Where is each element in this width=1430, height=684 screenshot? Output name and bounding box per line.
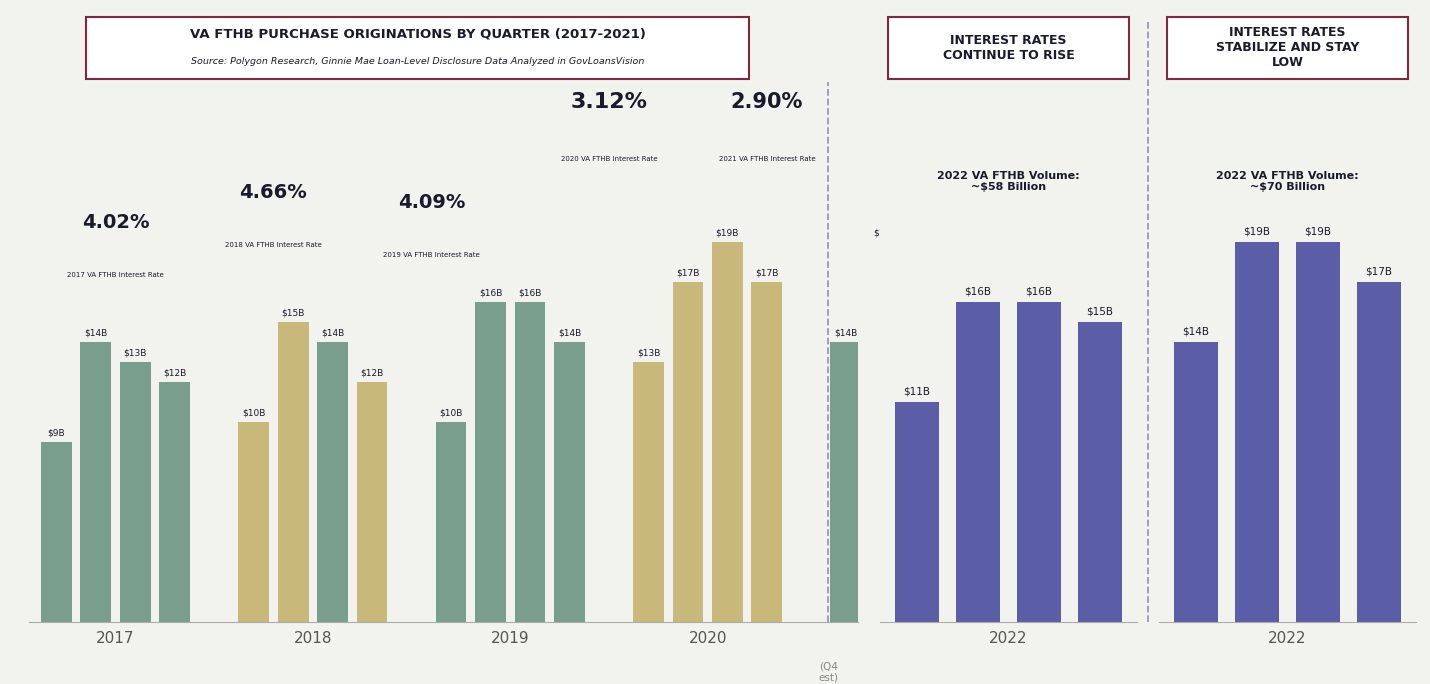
Bar bbox=[436, 422, 466, 622]
Text: $17B: $17B bbox=[676, 268, 699, 277]
Bar bbox=[672, 282, 704, 622]
Text: $12B: $12B bbox=[163, 368, 186, 378]
Text: 2018 VA FTHB Interest Rate: 2018 VA FTHB Interest Rate bbox=[225, 242, 322, 248]
Bar bbox=[712, 242, 742, 622]
Text: $15B: $15B bbox=[282, 308, 305, 317]
Text: 2022 VA FTHB Volume:
~$70 Billion: 2022 VA FTHB Volume: ~$70 Billion bbox=[1216, 170, 1358, 192]
Bar bbox=[356, 382, 388, 622]
Text: $16B: $16B bbox=[1025, 286, 1052, 296]
Bar bbox=[80, 342, 112, 622]
Text: (Q4
est): (Q4 est) bbox=[818, 661, 838, 683]
Bar bbox=[1017, 302, 1061, 622]
Text: $14B: $14B bbox=[1183, 326, 1210, 337]
Text: $18B: $18B bbox=[952, 248, 977, 257]
Bar bbox=[950, 262, 980, 622]
Bar bbox=[1357, 282, 1401, 622]
Text: $15B: $15B bbox=[1087, 306, 1114, 316]
Text: $9B: $9B bbox=[47, 428, 64, 437]
Bar bbox=[41, 443, 72, 622]
Text: $17B: $17B bbox=[755, 268, 778, 277]
Text: 2020 VA FTHB Interest Rate: 2020 VA FTHB Interest Rate bbox=[561, 156, 658, 162]
Text: 4.09%: 4.09% bbox=[398, 193, 465, 212]
Text: $12B: $12B bbox=[360, 368, 383, 378]
Bar bbox=[159, 382, 190, 622]
Bar bbox=[1174, 342, 1218, 622]
Text: $11B: $11B bbox=[904, 386, 931, 396]
Bar bbox=[515, 302, 545, 622]
Text: $14B: $14B bbox=[834, 328, 858, 337]
Text: 2022 VA FTHB Volume:
~$58 Billion: 2022 VA FTHB Volume: ~$58 Billion bbox=[937, 170, 1080, 192]
Bar bbox=[120, 363, 150, 622]
Text: $19B: $19B bbox=[914, 228, 937, 237]
Text: 2019 VA FTHB Interest Rate: 2019 VA FTHB Interest Rate bbox=[383, 252, 479, 258]
Text: 4.02%: 4.02% bbox=[82, 213, 149, 232]
Bar bbox=[317, 342, 347, 622]
Text: INTEREST RATES
STABILIZE AND STAY
LOW: INTEREST RATES STABILIZE AND STAY LOW bbox=[1216, 27, 1358, 69]
Text: $14B: $14B bbox=[558, 328, 581, 337]
Bar bbox=[633, 363, 664, 622]
Bar bbox=[475, 302, 506, 622]
Bar bbox=[1296, 242, 1340, 622]
Bar bbox=[909, 242, 940, 622]
Bar bbox=[239, 422, 269, 622]
Text: 3.12%: 3.12% bbox=[571, 92, 648, 112]
Bar bbox=[1078, 322, 1123, 622]
Text: $19B: $19B bbox=[716, 228, 739, 237]
Bar bbox=[831, 342, 861, 622]
Text: $10B: $10B bbox=[439, 408, 463, 417]
Text: $10B: $10B bbox=[242, 408, 266, 417]
Bar bbox=[895, 402, 938, 622]
Text: $14B: $14B bbox=[84, 328, 107, 337]
Text: 4.66%: 4.66% bbox=[239, 183, 307, 202]
Text: INTEREST RATES
CONTINUE TO RISE: INTEREST RATES CONTINUE TO RISE bbox=[942, 34, 1074, 62]
Bar bbox=[553, 342, 585, 622]
Text: $19B: $19B bbox=[1243, 226, 1270, 236]
Bar bbox=[277, 322, 309, 622]
Bar bbox=[1236, 242, 1278, 622]
Text: $14B: $14B bbox=[320, 328, 345, 337]
Bar bbox=[752, 282, 782, 622]
Text: $13B: $13B bbox=[123, 348, 147, 357]
Text: $16B: $16B bbox=[518, 288, 542, 298]
Text: $16B: $16B bbox=[964, 286, 991, 296]
Text: $13B: $13B bbox=[636, 348, 661, 357]
Text: $17B: $17B bbox=[1366, 266, 1393, 276]
Text: 2017 VA FTHB Interest Rate: 2017 VA FTHB Interest Rate bbox=[67, 272, 164, 278]
Text: $19B: $19B bbox=[1304, 226, 1331, 236]
Text: VA FTHB PURCHASE ORIGINATIONS BY QUARTER (2017-2021): VA FTHB PURCHASE ORIGINATIONS BY QUARTER… bbox=[190, 28, 645, 41]
Text: Source: Polygon Research, Ginnie Mae Loan-Level Disclosure Data Analyzed in GovL: Source: Polygon Research, Ginnie Mae Loa… bbox=[190, 57, 644, 66]
Text: 2.90%: 2.90% bbox=[731, 92, 804, 112]
Text: $19B: $19B bbox=[874, 228, 897, 237]
Text: 2021 VA FTHB Interest Rate: 2021 VA FTHB Interest Rate bbox=[719, 156, 815, 162]
Bar bbox=[869, 242, 901, 622]
Bar bbox=[955, 302, 1000, 622]
Text: $16B: $16B bbox=[479, 288, 502, 298]
